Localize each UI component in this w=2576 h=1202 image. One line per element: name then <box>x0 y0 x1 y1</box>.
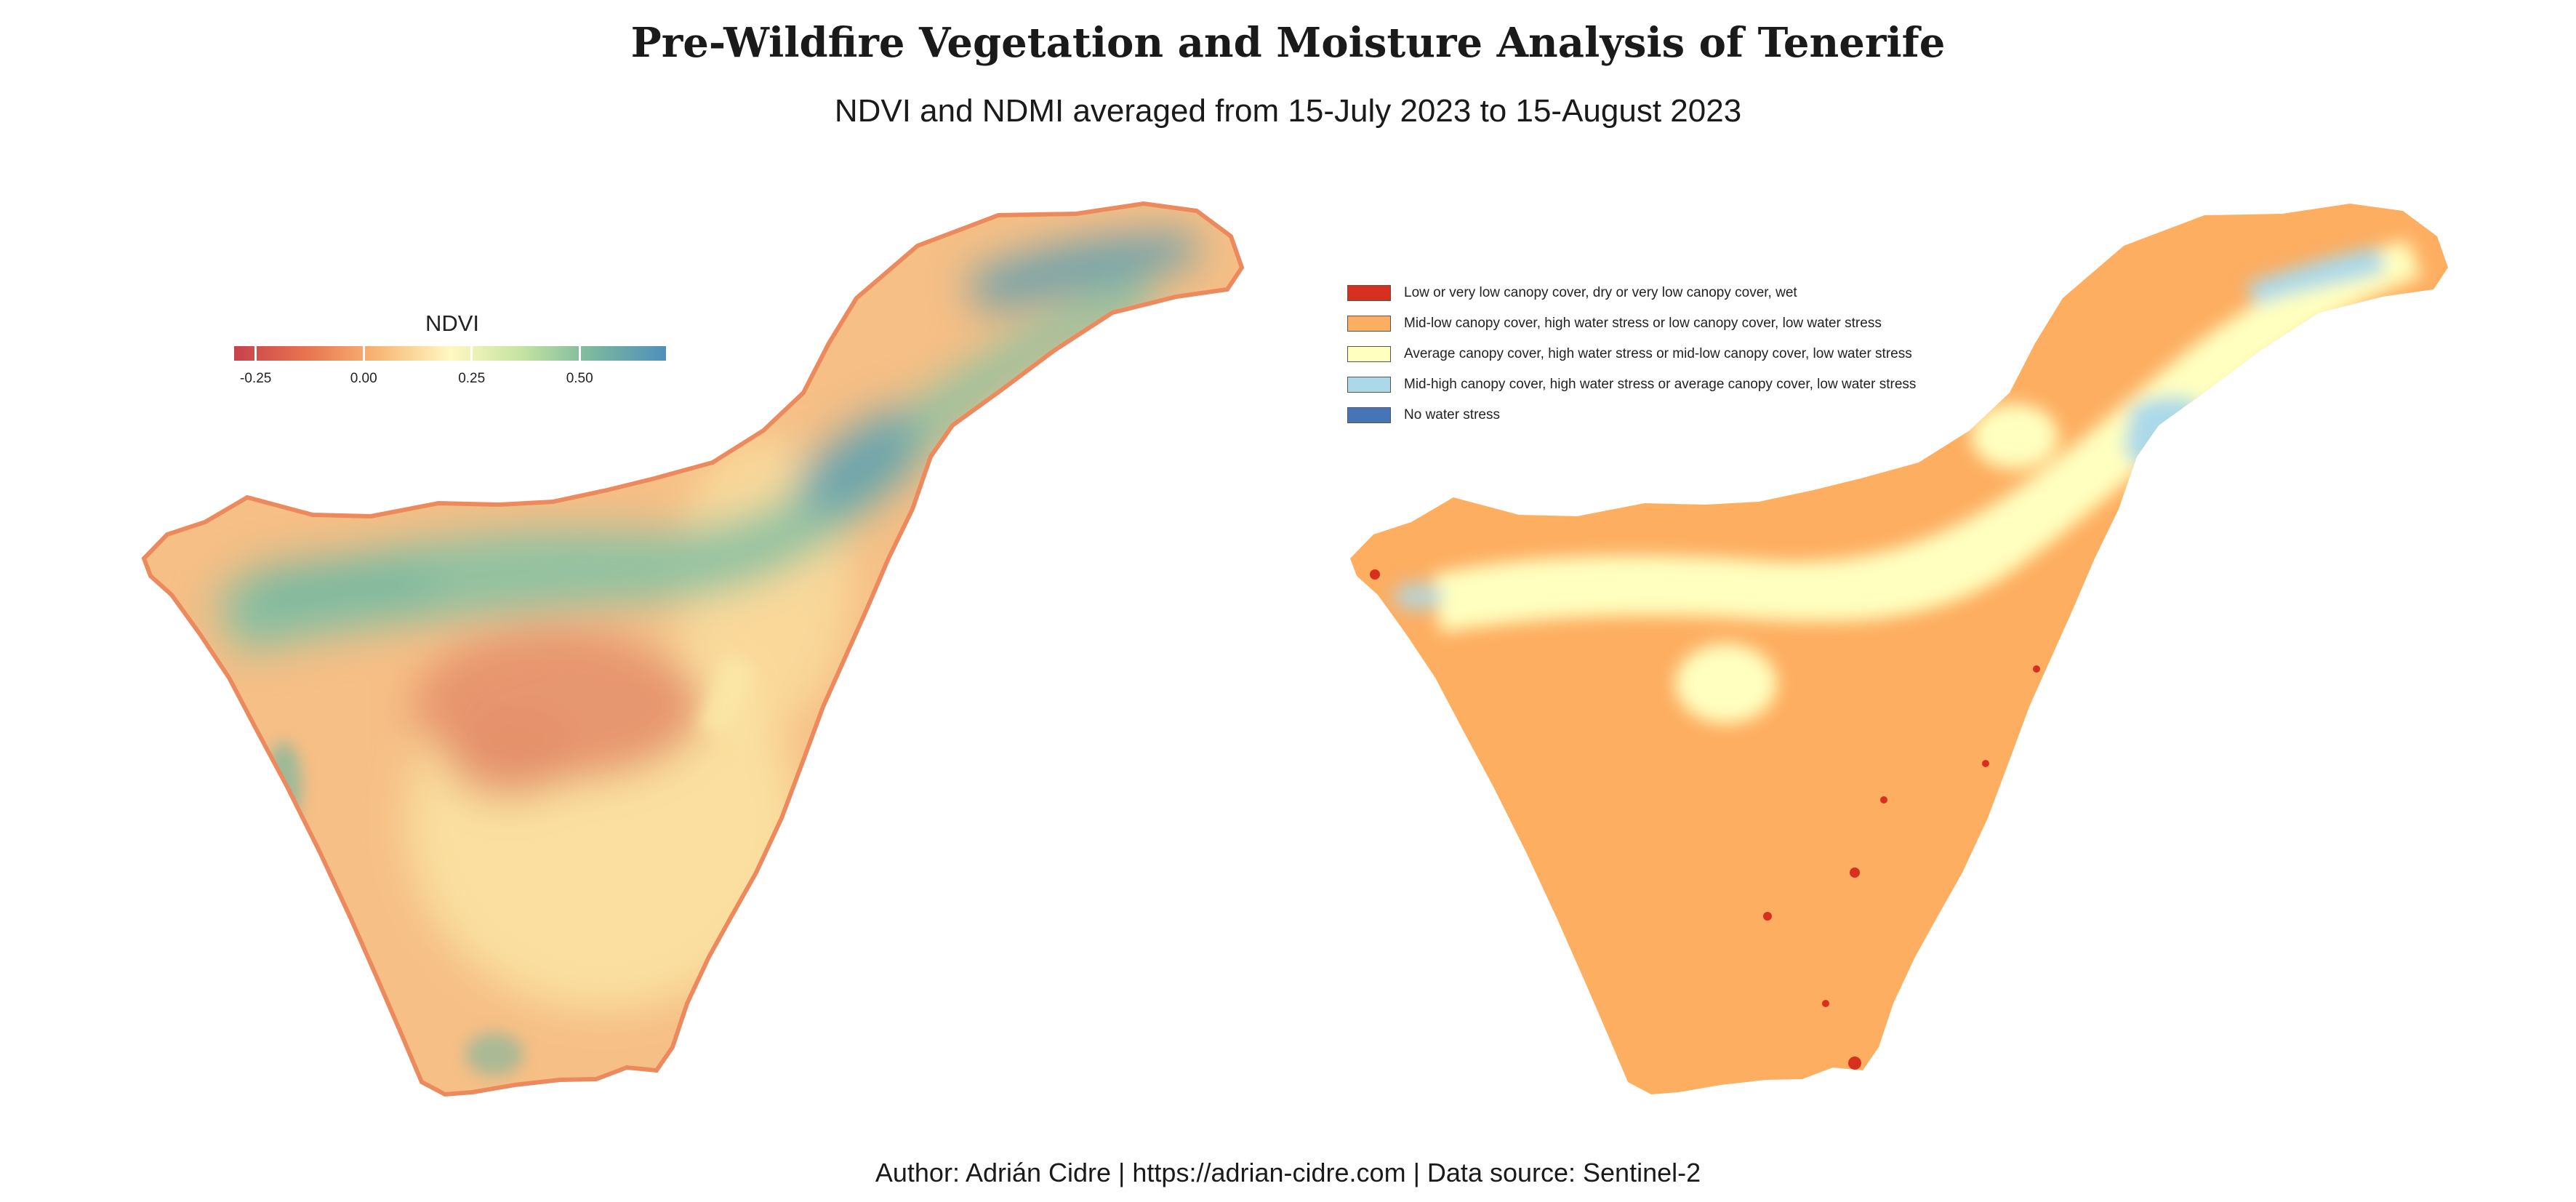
ndmi-legend-swatch <box>1347 346 1391 362</box>
ndmi-legend-item: Mid-low canopy cover, high water stress … <box>1347 308 1916 339</box>
ndmi-legend-swatch <box>1347 316 1391 332</box>
ndvi-legend-title: NDVI <box>425 310 480 336</box>
ndmi-legend-label: Mid-low canopy cover, high water stress … <box>1404 316 1882 331</box>
ndmi-legend-label: Average canopy cover, high water stress … <box>1404 346 1912 361</box>
ndmi-legend-item: Average canopy cover, high water stress … <box>1347 339 1916 369</box>
ndmi-legend-label: No water stress <box>1404 407 1500 422</box>
ndvi-colorbar-tick <box>254 346 257 361</box>
ndvi-colorbar-tick <box>470 346 473 361</box>
ndmi-legend-label: Low or very low canopy cover, dry or ver… <box>1404 285 1797 300</box>
ndvi-colorbar-tick-label: 0.50 <box>566 371 593 386</box>
ndmi-legend-item: No water stress <box>1347 400 1916 430</box>
ndvi-colorbar-tick-label: 0.00 <box>350 371 377 386</box>
chart-subtitle: NDVI and NDMI averaged from 15-July 2023… <box>834 93 1742 129</box>
ndvi-colorbar-tick-label: -0.25 <box>240 371 272 386</box>
chart-title: Pre-Wildfire Vegetation and Moisture Ana… <box>630 19 1946 67</box>
ndmi-legend-swatch <box>1347 377 1391 393</box>
ndmi-legend-label: Mid-high canopy cover, high water stress… <box>1404 377 1917 392</box>
ndvi-colorbar-tick <box>578 346 581 361</box>
ndmi-legend: Low or very low canopy cover, dry or ver… <box>1347 278 1916 430</box>
ndmi-map <box>1350 204 2448 1094</box>
ndvi-colorbar-tick <box>362 346 365 361</box>
ndmi-legend-swatch <box>1347 407 1391 423</box>
ndmi-legend-item: Low or very low canopy cover, dry or ver… <box>1347 278 1916 308</box>
chart-caption: Author: Adrián Cidre | https://adrian-ci… <box>875 1158 1701 1187</box>
ndvi-colorbar <box>234 346 666 361</box>
ndvi-island-coastline <box>141 201 1245 1097</box>
ndmi-legend-swatch <box>1347 285 1391 301</box>
ndmi-legend-item: Mid-high canopy cover, high water stress… <box>1347 369 1916 400</box>
ndvi-colorbar-tick-label: 0.25 <box>458 371 486 386</box>
ndvi-map <box>141 201 1245 1097</box>
